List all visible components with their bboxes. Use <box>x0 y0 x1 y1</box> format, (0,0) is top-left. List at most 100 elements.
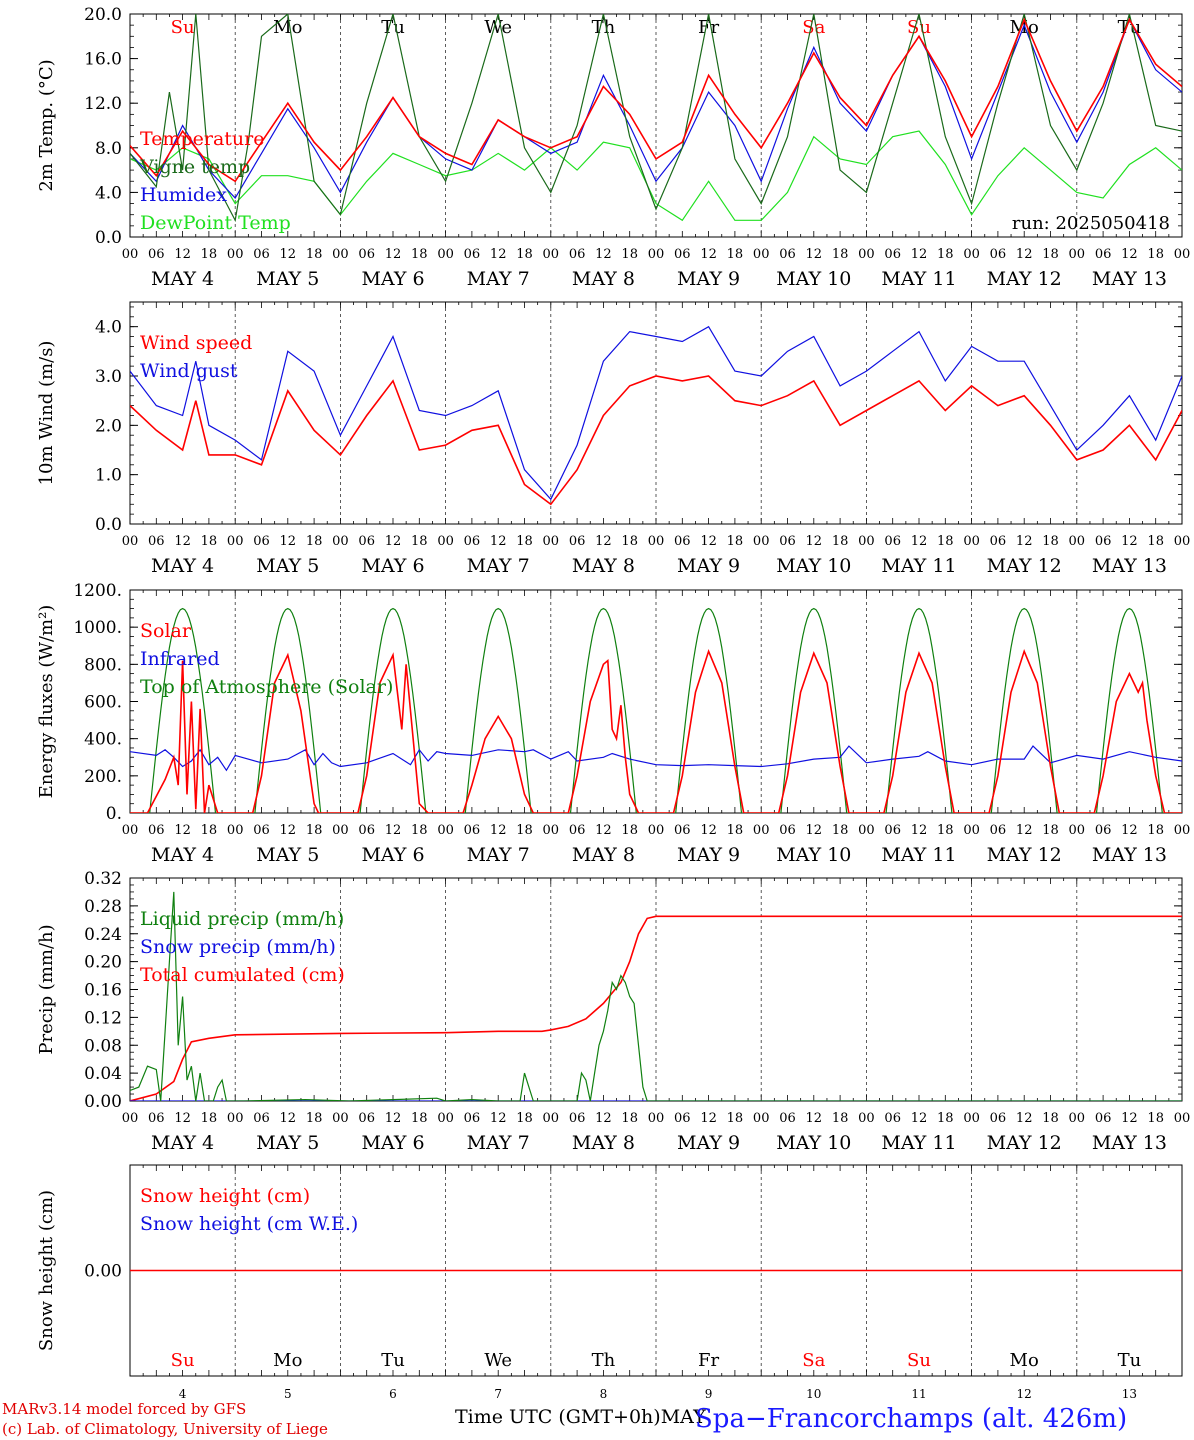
date-label: MAY 7 <box>467 268 530 290</box>
day-number-label: 8 <box>600 1387 608 1401</box>
hour-label: 06 <box>990 823 1007 838</box>
date-label: MAY 7 <box>467 555 530 577</box>
hour-label: 12 <box>385 1111 402 1126</box>
hour-label: 18 <box>1147 823 1164 838</box>
day-number-label: 7 <box>494 1387 502 1401</box>
hour-label: 18 <box>621 534 638 549</box>
date-label: MAY 11 <box>881 268 956 290</box>
date-label: MAY 9 <box>677 555 740 577</box>
y-axis-label: Snow height (cm) <box>36 1190 57 1351</box>
series-line-dewpoint-temp <box>130 130 1182 222</box>
date-label: MAY 7 <box>467 1132 530 1154</box>
hour-label: 06 <box>674 823 691 838</box>
hour-label: 18 <box>937 247 954 262</box>
date-label: MAY 12 <box>987 555 1062 577</box>
hour-label: 12 <box>595 247 612 262</box>
hour-label: 06 <box>884 247 901 262</box>
hour-label: 12 <box>911 823 928 838</box>
legend-entry: Wind gust <box>140 360 238 382</box>
y-tick-label: 8.0 <box>95 139 122 159</box>
hour-label: 18 <box>201 823 218 838</box>
series-line-wind-gust <box>130 325 1182 501</box>
hour-label: 12 <box>700 247 717 262</box>
y-tick-label: 0.20 <box>84 953 122 973</box>
y-axis-label: 10m Wind (m/s) <box>36 341 57 486</box>
hour-label: 12 <box>280 534 297 549</box>
weekday-label: Th <box>592 17 616 38</box>
day-number-label: 9 <box>705 1387 713 1401</box>
y-tick-label: 1200. <box>73 581 122 601</box>
day-number-label: 13 <box>1122 1387 1137 1401</box>
y-tick-label: 0.04 <box>84 1064 122 1084</box>
hour-label: 00 <box>227 534 244 549</box>
hour-label: 00 <box>122 823 139 838</box>
hour-label: 00 <box>437 823 454 838</box>
hour-label: 06 <box>1095 823 1112 838</box>
hour-label: 12 <box>1016 247 1033 262</box>
hour-label: 00 <box>858 534 875 549</box>
legend-entry: Snow height (cm W.E.) <box>140 1213 358 1235</box>
y-tick-label: 0.08 <box>84 1036 122 1056</box>
date-label: MAY 6 <box>361 844 424 866</box>
hour-label: 12 <box>385 247 402 262</box>
hour-label: 00 <box>332 247 349 262</box>
hour-label: 18 <box>411 534 428 549</box>
hour-label: 00 <box>858 823 875 838</box>
hour-label: 06 <box>464 534 481 549</box>
weekday-label: Mo <box>1010 17 1039 38</box>
hour-label: 12 <box>490 823 507 838</box>
y-tick-label: 4.0 <box>95 183 122 203</box>
station-title: Spa−Francorchamps (alt. 426m) <box>695 1404 1128 1434</box>
date-label: MAY 8 <box>572 844 635 866</box>
date-label: MAY 10 <box>776 555 851 577</box>
y-tick-label: 2.0 <box>95 416 122 436</box>
hour-label: 06 <box>253 534 270 549</box>
hour-label: 06 <box>779 823 796 838</box>
series-line-humidex <box>130 18 1182 199</box>
series-line-liquid-precip-mm-h <box>130 891 1182 1101</box>
y-tick-label: 0.32 <box>84 869 122 889</box>
date-label: MAY 5 <box>256 844 319 866</box>
hour-label: 00 <box>963 534 980 549</box>
hour-label: 18 <box>937 823 954 838</box>
date-label: MAY 13 <box>1092 555 1167 577</box>
date-label: MAY 4 <box>151 555 214 577</box>
panel-4: 0.00 0.04 0.08 0.12 0.16 0.20 0.24 0.28 0.32 Prec… <box>36 869 1190 1154</box>
legend-entry: Snow precip (mm/h) <box>140 936 336 958</box>
hour-label: 18 <box>1147 534 1164 549</box>
panel-2: 0.0 1.0 2.0 3.0 4.0 10m Wind (m/s) 00 06 12 18 00 0… <box>36 301 1190 577</box>
y-tick-label: 0.16 <box>84 981 122 1001</box>
y-axis-label: Energy fluxes (W/m²) <box>36 605 57 799</box>
hour-label: 06 <box>464 1111 481 1126</box>
hour-label: 06 <box>569 823 586 838</box>
legend-entry: DewPoint Temp <box>140 212 291 234</box>
hour-label: 00 <box>543 247 560 262</box>
hour-label: 06 <box>148 1111 165 1126</box>
hour-label: 18 <box>411 247 428 262</box>
hour-label: 00 <box>227 247 244 262</box>
hour-label: 00 <box>753 823 770 838</box>
legend-entry: Top of Atmosphere (Solar) <box>140 676 393 698</box>
y-tick-label: 4.0 <box>95 318 122 338</box>
hour-label: 06 <box>674 247 691 262</box>
date-label: MAY 6 <box>361 1132 424 1154</box>
y-axis-label: Precip (mm/h) <box>36 924 57 1054</box>
hour-label: 06 <box>884 534 901 549</box>
run-label: run: 2025050418 <box>1012 213 1170 234</box>
hour-label: 06 <box>779 247 796 262</box>
hour-label: 18 <box>1147 247 1164 262</box>
hour-label: 00 <box>648 1111 665 1126</box>
date-label: MAY 8 <box>572 268 635 290</box>
lab-credit: (c) Lab. of Climatology, University of L… <box>2 1420 328 1438</box>
plot-frame <box>129 589 1183 814</box>
hour-label: 06 <box>884 823 901 838</box>
hour-label: 12 <box>490 534 507 549</box>
hour-label: 18 <box>1147 1111 1164 1126</box>
hour-label: 18 <box>937 534 954 549</box>
series-line-infrared <box>130 745 1182 772</box>
hour-label: 00 <box>858 247 875 262</box>
day-number-label: 12 <box>1017 1387 1032 1401</box>
weekday-label: Su <box>907 17 931 38</box>
hour-label: 06 <box>674 1111 691 1126</box>
hour-label: 18 <box>201 534 218 549</box>
